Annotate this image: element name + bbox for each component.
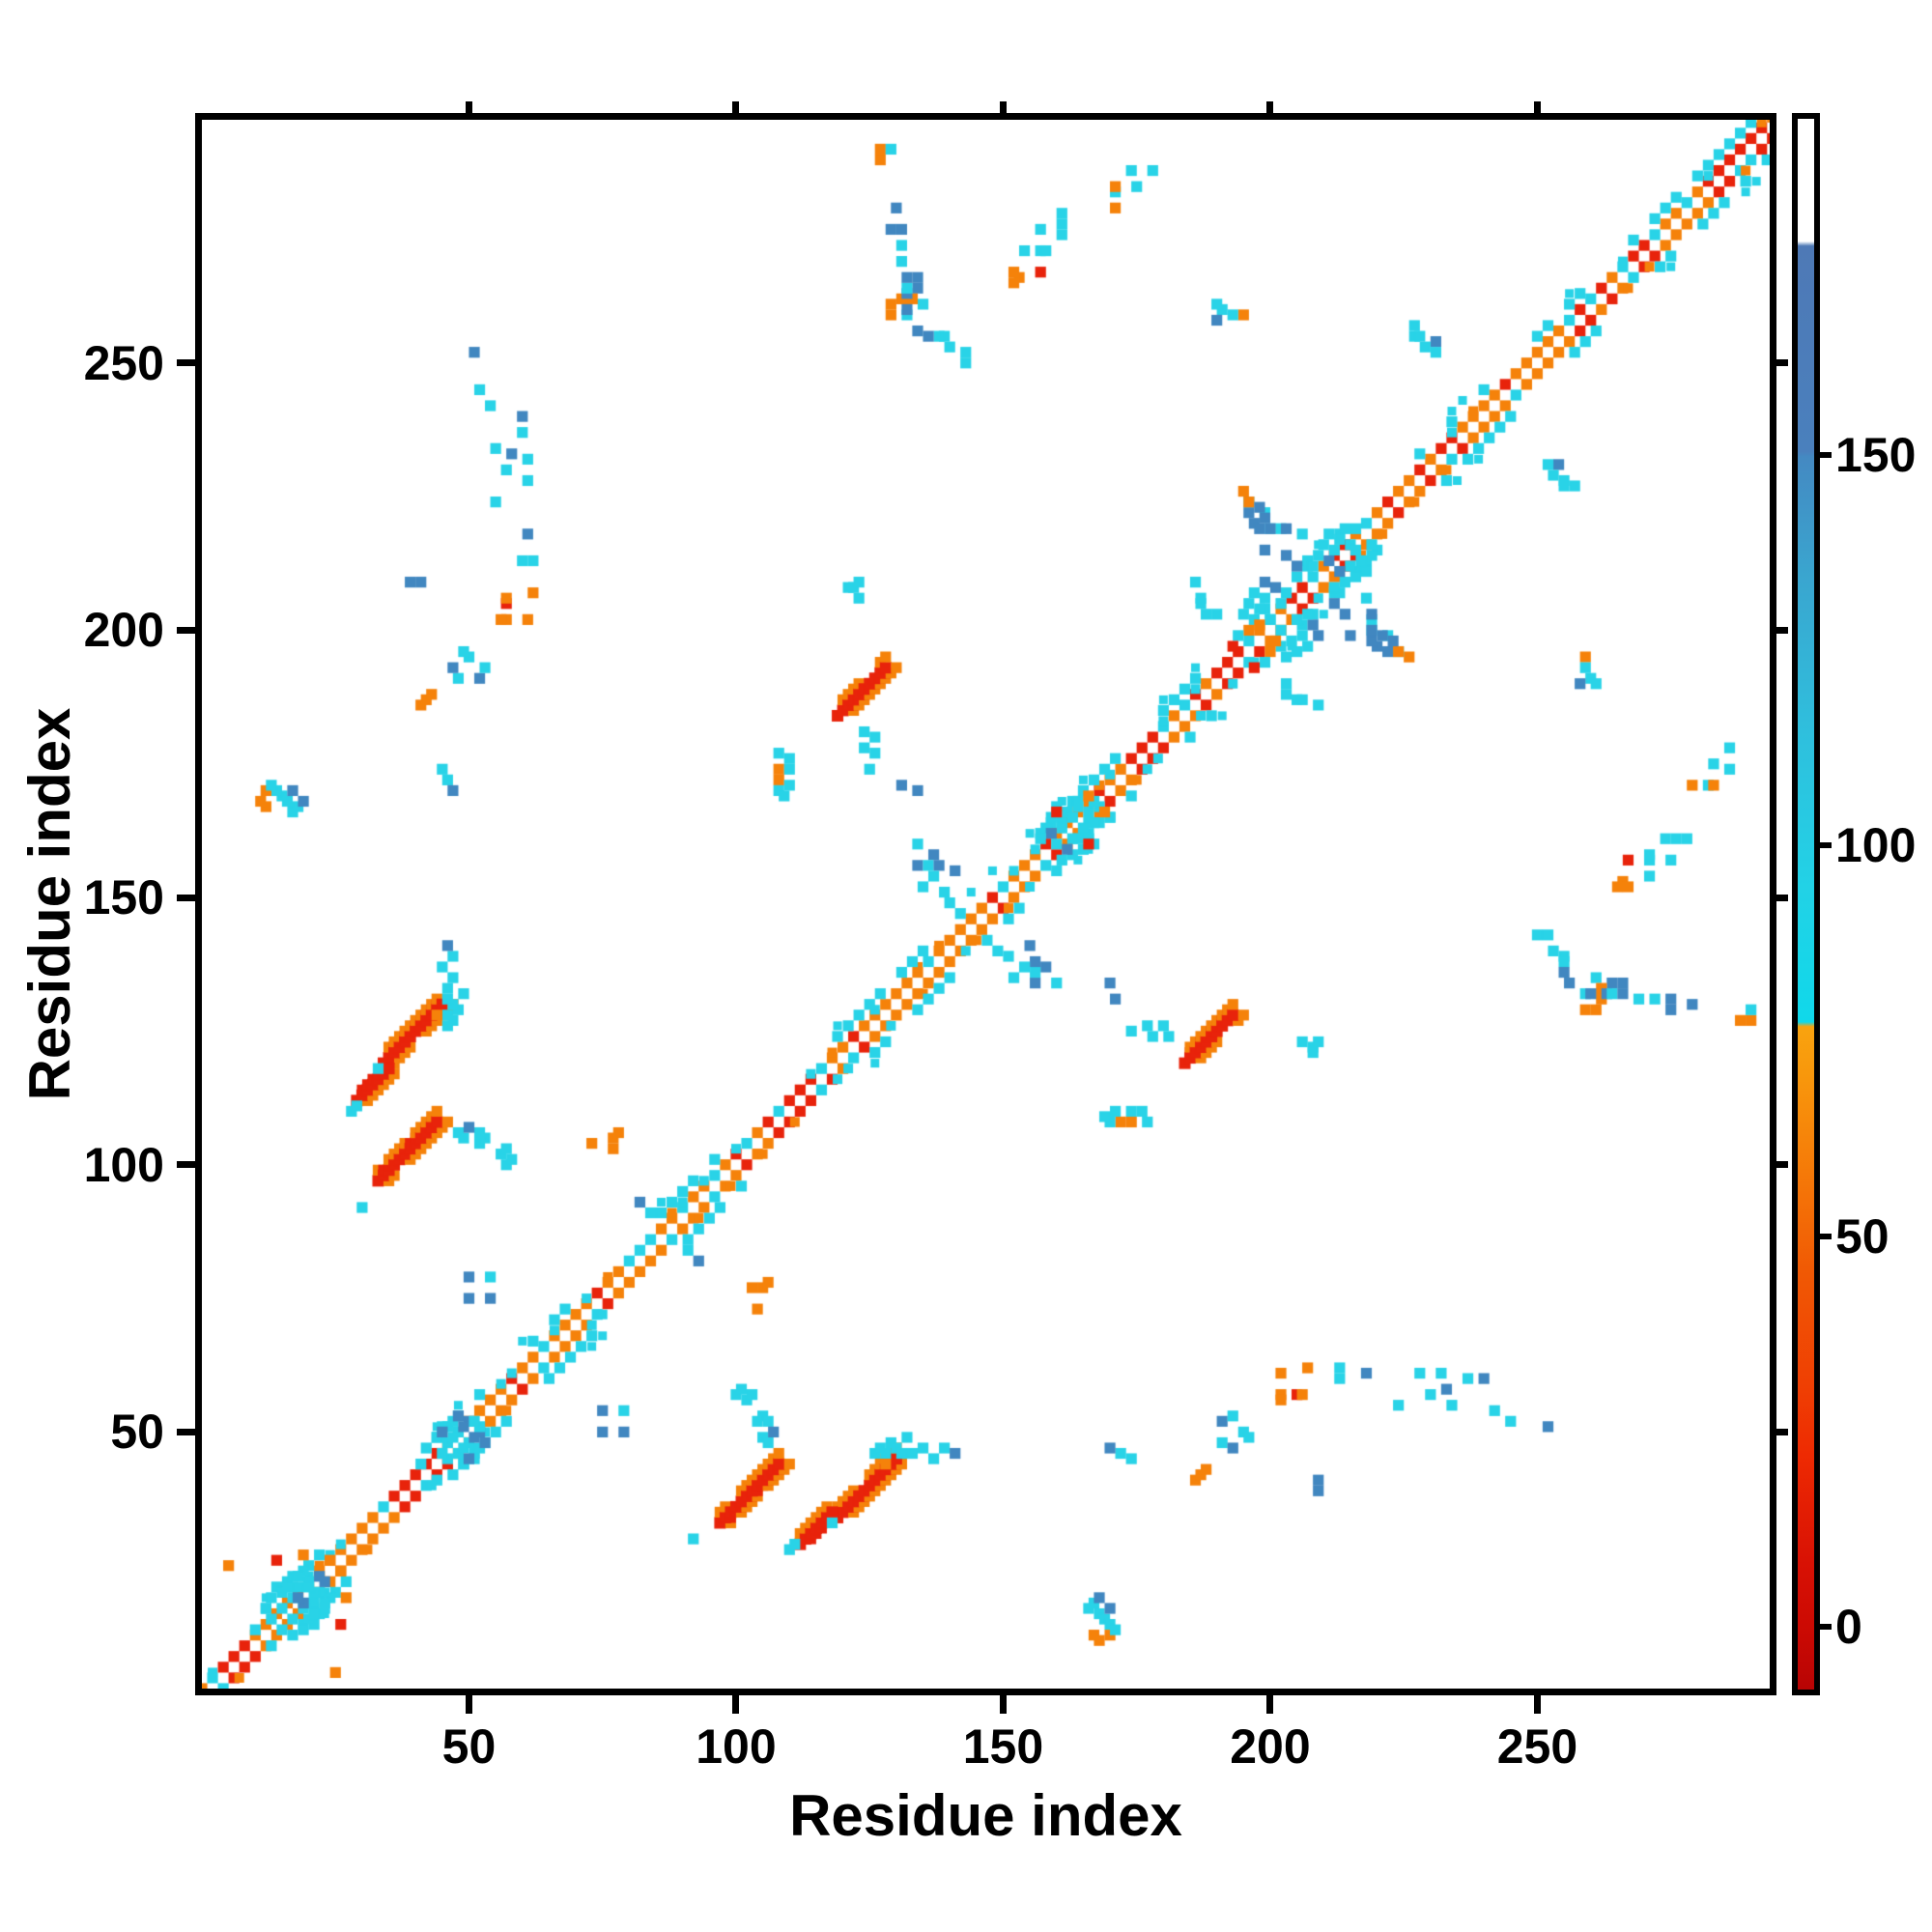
y-tick-mark <box>177 626 195 634</box>
y-tick-label: 50 <box>110 1405 164 1460</box>
x-tick-label: 100 <box>696 1719 777 1774</box>
x-tick-label: 50 <box>441 1719 497 1774</box>
plot-area <box>195 113 1776 1695</box>
x-tick-label: 200 <box>1230 1719 1311 1774</box>
x-tick-mark <box>999 1695 1007 1714</box>
x-tick-label: 150 <box>962 1719 1044 1774</box>
x-tick-label: 250 <box>1496 1719 1578 1774</box>
y-tick-mark <box>177 359 195 367</box>
heatmap-canvas <box>202 120 1770 1689</box>
y-tick-mark-right <box>1776 1161 1788 1169</box>
x-tick-mark-top <box>1533 101 1541 113</box>
x-tick-mark-top <box>465 101 472 113</box>
x-tick-mark-top <box>1266 101 1274 113</box>
y-tick-label: 200 <box>83 603 164 658</box>
colorbar <box>1792 113 1820 1695</box>
colorbar-tick-mark <box>1820 1233 1832 1239</box>
y-tick-mark <box>177 1161 195 1169</box>
y-tick-mark <box>177 1428 195 1435</box>
x-tick-mark-top <box>999 101 1007 113</box>
colorbar-tick-label: 0 <box>1835 1600 1862 1655</box>
y-tick-mark-right <box>1776 359 1788 367</box>
x-tick-mark <box>1266 1695 1274 1714</box>
colorbar-tick-mark <box>1820 842 1832 849</box>
y-tick-mark-right <box>1776 626 1788 634</box>
y-tick-label: 100 <box>83 1137 164 1192</box>
x-tick-mark <box>732 1695 740 1714</box>
colorbar-tick-mark <box>1820 1624 1832 1631</box>
x-tick-mark <box>465 1695 472 1714</box>
x-tick-mark <box>1533 1695 1541 1714</box>
y-tick-mark-right <box>1776 1428 1788 1435</box>
x-tick-mark-top <box>732 101 740 113</box>
colorbar-tick-label: 150 <box>1835 427 1917 482</box>
y-axis-title: Residue index <box>17 707 82 1101</box>
y-tick-label: 150 <box>83 870 164 925</box>
colorbar-tick-label: 50 <box>1835 1208 1889 1264</box>
y-tick-label: 250 <box>83 335 164 390</box>
colorbar-tick-mark <box>1820 451 1832 458</box>
y-tick-mark <box>177 894 195 901</box>
x-axis-title: Residue index <box>789 1783 1182 1848</box>
y-tick-mark-right <box>1776 894 1788 901</box>
colorbar-tick-label: 100 <box>1835 818 1917 873</box>
